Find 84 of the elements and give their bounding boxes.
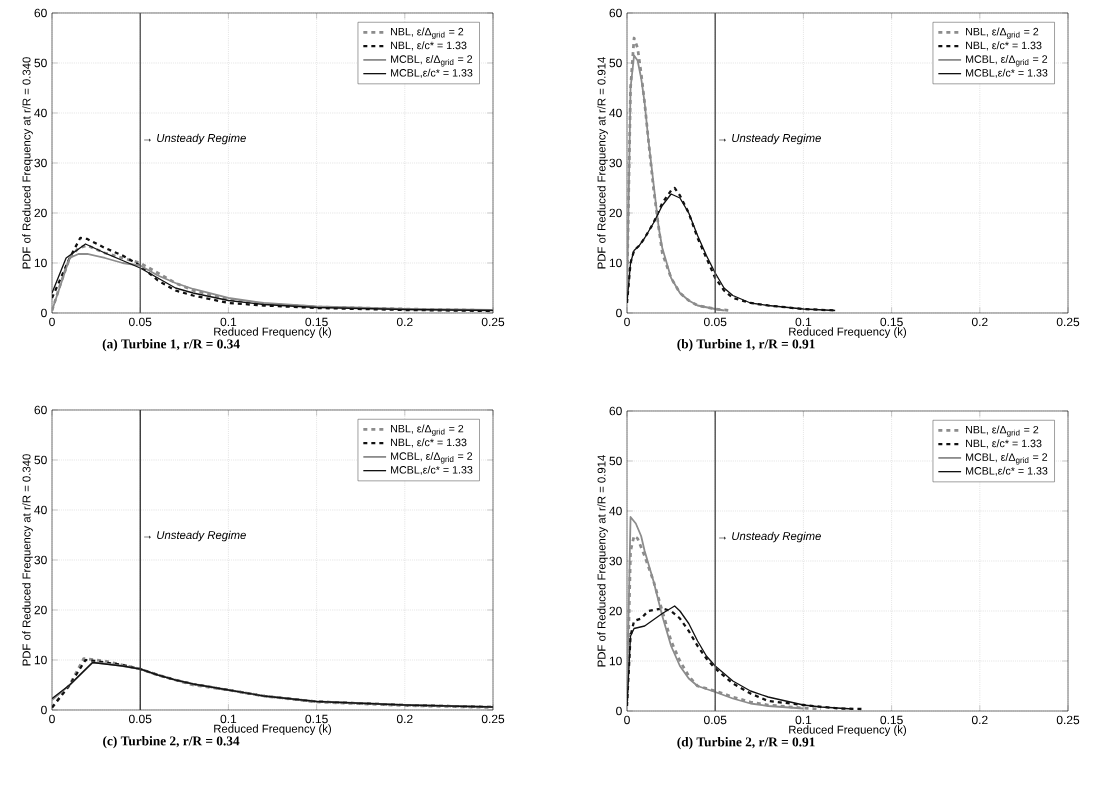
y-axis-title: PDF of Reduced Frequency at r/R = 0.340	[22, 454, 33, 666]
y-tick-label: 30	[609, 556, 622, 566]
legend-label: MCBL, ε/Δ$_{grid}$ = 2	[391, 452, 473, 464]
legend-label: NBL, ε/Δ$_{grid}$ = 2	[391, 27, 464, 40]
y-tick-label: 40	[34, 108, 47, 118]
y-axis-title: PDF of Reduced Frequency at r/R = 0.914	[597, 455, 608, 667]
ref-line-label: → Unsteady Regime	[144, 133, 246, 145]
x-axis-title: Reduced Frequency (k)	[214, 327, 331, 338]
text: (c) Turbine 2, r/R = 0.34	[103, 736, 240, 749]
y-tick-label: 60	[34, 8, 47, 18]
x-axis-title: Reduced Frequency (k)	[214, 724, 331, 735]
y-tick-label: 10	[609, 656, 622, 666]
legend-label: NBL, ε/Δ$_{grid}$ = 2	[391, 424, 464, 437]
legend-label: MCBL,ε/c* = 1.33	[966, 68, 1048, 78]
ref-line-label: → Unsteady Regime	[719, 531, 821, 543]
y-tick-label: 20	[609, 208, 622, 218]
y-tick-label: 0	[41, 308, 47, 318]
y-tick-label: 30	[34, 158, 47, 168]
y-tick-label: 0	[616, 308, 622, 318]
y-tick-label: 0	[616, 706, 622, 716]
y-tick-label: 30	[609, 158, 622, 168]
x-tick-label: 0.25	[481, 317, 505, 327]
x-tick-label: 0.15	[305, 714, 328, 724]
y-tick-label: 20	[609, 606, 622, 616]
x-tick-label: 0.2	[396, 317, 413, 327]
x-tick-label: 0	[49, 714, 55, 724]
text: (a) Turbine 1, r/R = 0.34	[102, 339, 240, 352]
legend-label: MCBL, ε/Δ$_{grid}$ = 2	[966, 55, 1048, 67]
legend-label: NBL, ε/c* = 1.33	[966, 41, 1042, 51]
x-tick-label: 0.15	[880, 317, 903, 327]
x-tick-label: 0.05	[703, 317, 727, 327]
y-tick-label: 50	[34, 455, 47, 465]
legend-label: MCBL,ε/c* = 1.33	[391, 68, 473, 78]
y-tick-label: 10	[34, 655, 47, 665]
x-tick-label: 0.25	[481, 714, 505, 724]
ref-line-label: → Unsteady Regime	[719, 133, 821, 145]
legend-label: MCBL, ε/Δ$_{grid}$ = 2	[391, 55, 473, 67]
x-tick-label: 0.2	[396, 714, 413, 724]
legend-label: NBL, ε/c* = 1.33	[966, 439, 1042, 449]
y-tick-label: 10	[34, 258, 47, 268]
x-tick-label: 0.25	[1056, 317, 1080, 327]
x-tick-label: 0.1	[795, 317, 812, 327]
x-tick-label: 0.1	[220, 714, 237, 724]
x-tick-label: 0	[49, 317, 55, 327]
x-axis-title: Reduced Frequency (k)	[789, 725, 906, 736]
y-tick-label: 10	[609, 258, 622, 268]
x-axis-title: Reduced Frequency (k)	[789, 327, 906, 338]
y-tick-label: 60	[609, 8, 622, 18]
ref-line-label: → Unsteady Regime	[144, 530, 246, 542]
x-tick-label: 0.05	[703, 715, 727, 725]
y-tick-label: 20	[34, 208, 47, 218]
legend-label: MCBL,ε/c* = 1.33	[391, 465, 473, 475]
x-tick-label: 0.15	[880, 715, 903, 725]
x-tick-label: 0.15	[305, 317, 328, 327]
legend-label: MCBL, ε/Δ$_{grid}$ = 2	[966, 453, 1048, 465]
y-axis-title: PDF of Reduced Frequency at r/R = 0.914	[597, 57, 608, 269]
x-tick-label: 0.2	[971, 715, 988, 725]
y-tick-label: 40	[609, 108, 622, 118]
x-tick-label: 0.2	[971, 317, 988, 327]
legend-label: NBL, ε/c* = 1.33	[391, 41, 467, 51]
y-tick-label: 30	[34, 555, 47, 565]
y-tick-label: 50	[609, 456, 622, 466]
y-tick-label: 20	[34, 605, 47, 615]
y-axis-title: PDF of Reduced Frequency at r/R = 0.340	[22, 57, 33, 269]
y-tick-label: 0	[41, 705, 47, 715]
x-tick-label: 0.05	[128, 317, 152, 327]
x-tick-label: 0.25	[1056, 715, 1080, 725]
x-tick-label: 0	[624, 715, 630, 725]
x-tick-label: 0	[624, 317, 630, 327]
text: (b) Turbine 1, r/R = 0.91	[677, 339, 815, 352]
y-tick-label: 50	[609, 58, 622, 68]
y-tick-label: 60	[34, 405, 47, 415]
legend-label: NBL, ε/c* = 1.33	[391, 438, 467, 448]
x-tick-label: 0.1	[220, 317, 237, 327]
legend-label: NBL, ε/Δ$_{grid}$ = 2	[966, 425, 1039, 438]
legend-label: NBL, ε/Δ$_{grid}$ = 2	[966, 27, 1039, 40]
y-tick-label: 40	[609, 506, 622, 516]
legend-label: MCBL,ε/c* = 1.33	[966, 466, 1048, 476]
x-tick-label: 0.1	[795, 715, 812, 725]
text: (d) Turbine 2, r/R = 0.91	[677, 737, 815, 750]
y-tick-label: 50	[34, 58, 47, 68]
y-tick-label: 60	[609, 406, 622, 416]
x-tick-label: 0.05	[128, 714, 152, 724]
y-tick-label: 40	[34, 505, 47, 515]
